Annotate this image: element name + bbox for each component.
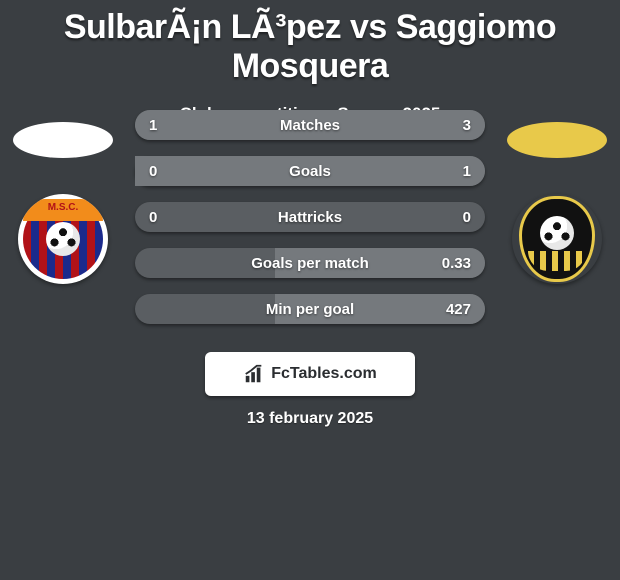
stat-label: Goals per match	[251, 255, 369, 272]
crest-stripe	[528, 251, 586, 271]
stat-value-right: 3	[463, 117, 471, 134]
stat-label: Hattricks	[278, 209, 342, 226]
tachira-crest: ★★★★★	[519, 196, 595, 282]
left-badge-circle: M.S.C.	[18, 194, 108, 284]
right-color-ellipse	[507, 122, 607, 158]
stat-value-right: 1	[463, 163, 471, 180]
stat-row: 0 Goals 1	[135, 156, 485, 186]
stat-label: Min per goal	[266, 301, 354, 318]
right-team-badge: ★★★★★	[512, 194, 602, 284]
crest-stars-icon: ★★★★★	[532, 194, 582, 196]
left-team-badge: M.S.C.	[18, 194, 108, 284]
chart-icon	[243, 363, 265, 385]
stat-value-right: 427	[446, 301, 471, 318]
comparison-area: M.S.C. ★★★★★ 1Matches30Goals10Hattricks0…	[0, 110, 620, 370]
page-title: SulbarÃ¡n LÃ³pez vs Saggiomo Mosquera	[0, 0, 620, 86]
stat-row: 0 Hattricks 0	[135, 202, 485, 232]
msc-crest: M.S.C.	[23, 199, 103, 279]
right-column: ★★★★★	[502, 110, 612, 284]
left-column: M.S.C.	[8, 110, 118, 284]
brand-text: FcTables.com	[271, 365, 377, 383]
msc-crest-text: M.S.C.	[48, 202, 79, 213]
stat-row: Goals per match 0.33	[135, 248, 485, 278]
stat-fill-right	[223, 110, 486, 140]
soccer-ball-icon	[540, 216, 574, 250]
stat-value-left: 0	[149, 209, 157, 226]
soccer-ball-icon	[46, 222, 80, 256]
stat-value-right: 0	[463, 209, 471, 226]
stats-list: 1 Matches 3 0 Goals 1 0 Hattricks 0 Goals per mat…	[135, 110, 485, 340]
right-badge-circle: ★★★★★	[512, 194, 602, 284]
stat-label: Goals	[289, 163, 331, 180]
brand-card[interactable]: FcTables.com	[205, 352, 415, 396]
stat-value-right: 0.33	[442, 255, 471, 272]
stat-value-left: 1	[149, 117, 157, 134]
stat-row: Min per goal 427	[135, 294, 485, 324]
stat-label: Matches	[280, 117, 340, 134]
stat-row: 1 Matches 3	[135, 110, 485, 140]
stat-value-left: 0	[149, 163, 157, 180]
left-color-ellipse	[13, 122, 113, 158]
comparison-date: 13 february 2025	[0, 410, 620, 428]
